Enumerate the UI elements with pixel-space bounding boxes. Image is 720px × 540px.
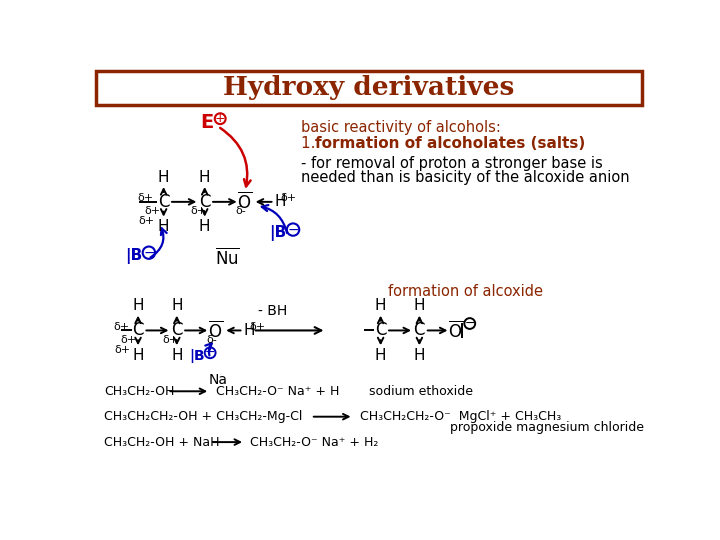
Text: H: H [375,348,387,362]
Text: H: H [158,219,169,234]
Text: H: H [274,194,286,210]
Text: CH₃CH₂-OH: CH₃CH₂-OH [104,385,174,398]
FancyArrowPatch shape [150,228,166,258]
Text: δ+: δ+ [280,193,297,203]
Text: C: C [132,321,144,340]
Text: δ+: δ+ [114,346,130,355]
Text: Hydroxy derivatives: Hydroxy derivatives [223,76,515,100]
Text: H: H [132,348,144,362]
Text: CH₃CH₂-O⁻ Na⁺ + H: CH₃CH₂-O⁻ Na⁺ + H [215,385,339,398]
Text: - BH: - BH [258,304,287,318]
FancyArrowPatch shape [205,343,212,355]
Text: 1.: 1. [301,137,320,151]
Text: δ-: δ- [207,335,217,345]
Text: H: H [158,170,169,185]
Text: δ+: δ+ [163,335,179,345]
Text: needed than is basicity of the alcoxide anion: needed than is basicity of the alcoxide … [301,170,629,185]
Text: $\overline{\mathrm{O}}$: $\overline{\mathrm{O}}$ [208,320,223,341]
Text: CH₃CH₂CH₂-O⁻  MgCl⁺ + CH₃CH₃: CH₃CH₂CH₂-O⁻ MgCl⁺ + CH₃CH₃ [360,410,561,423]
Text: propoxide magnesium chloride: propoxide magnesium chloride [450,421,644,434]
Text: −: − [464,317,475,330]
Text: formation of alcoxide: formation of alcoxide [388,284,544,299]
Text: E: E [201,113,214,132]
Text: basic reactivity of alcohols:: basic reactivity of alcohols: [301,120,500,135]
Text: $\overline{\mathrm{O}}$: $\overline{\mathrm{O}}$ [238,191,253,212]
Text: CH₃CH₂CH₂-OH + CH₃CH₂-Mg-Cl: CH₃CH₂CH₂-OH + CH₃CH₂-Mg-Cl [104,410,302,423]
Text: formation of alcoholates (salts): formation of alcoholates (salts) [315,137,585,151]
FancyArrowPatch shape [262,205,287,233]
Text: sodium ethoxide: sodium ethoxide [369,385,473,398]
Text: |B: |B [189,349,204,363]
Text: δ+: δ+ [249,322,266,332]
Text: δ+: δ+ [113,322,129,332]
Text: H: H [413,348,425,362]
Text: Na: Na [208,374,228,388]
Text: H: H [375,298,387,313]
Text: H: H [243,323,255,338]
Text: δ+: δ+ [121,335,137,345]
Text: C: C [171,321,183,340]
Text: H: H [199,219,210,234]
Text: H: H [199,170,210,185]
Text: H: H [171,298,183,313]
Text: H: H [132,298,144,313]
Text: C: C [158,193,169,211]
Text: C: C [375,321,387,340]
Text: −: − [205,346,215,359]
Text: - for removal of proton a stronger base is: - for removal of proton a stronger base … [301,156,603,171]
Text: +: + [215,112,225,125]
FancyBboxPatch shape [96,71,642,105]
Text: $\overline{\mathrm{Nu}}$: $\overline{\mathrm{Nu}}$ [215,247,240,268]
Text: δ+: δ+ [145,206,161,216]
Text: δ-: δ- [235,206,246,216]
Text: δ+: δ+ [137,193,153,203]
Text: δ+: δ+ [190,206,207,216]
Text: −: − [143,246,155,260]
Text: C: C [199,193,210,211]
Text: CH₃CH₂-OH + NaH: CH₃CH₂-OH + NaH [104,436,220,449]
Text: CH₃CH₂-O⁻ Na⁺ + H₂: CH₃CH₂-O⁻ Na⁺ + H₂ [251,436,379,449]
Text: |B: |B [125,248,143,264]
Text: |B: |B [269,225,287,241]
Text: C: C [413,321,425,340]
Text: $\overline{\mathrm{O}}$: $\overline{\mathrm{O}}$ [449,320,464,341]
Text: H: H [413,298,425,313]
Text: −: − [287,222,299,237]
FancyArrowPatch shape [220,128,251,186]
Text: H: H [171,348,183,362]
Text: δ+: δ+ [138,216,155,226]
